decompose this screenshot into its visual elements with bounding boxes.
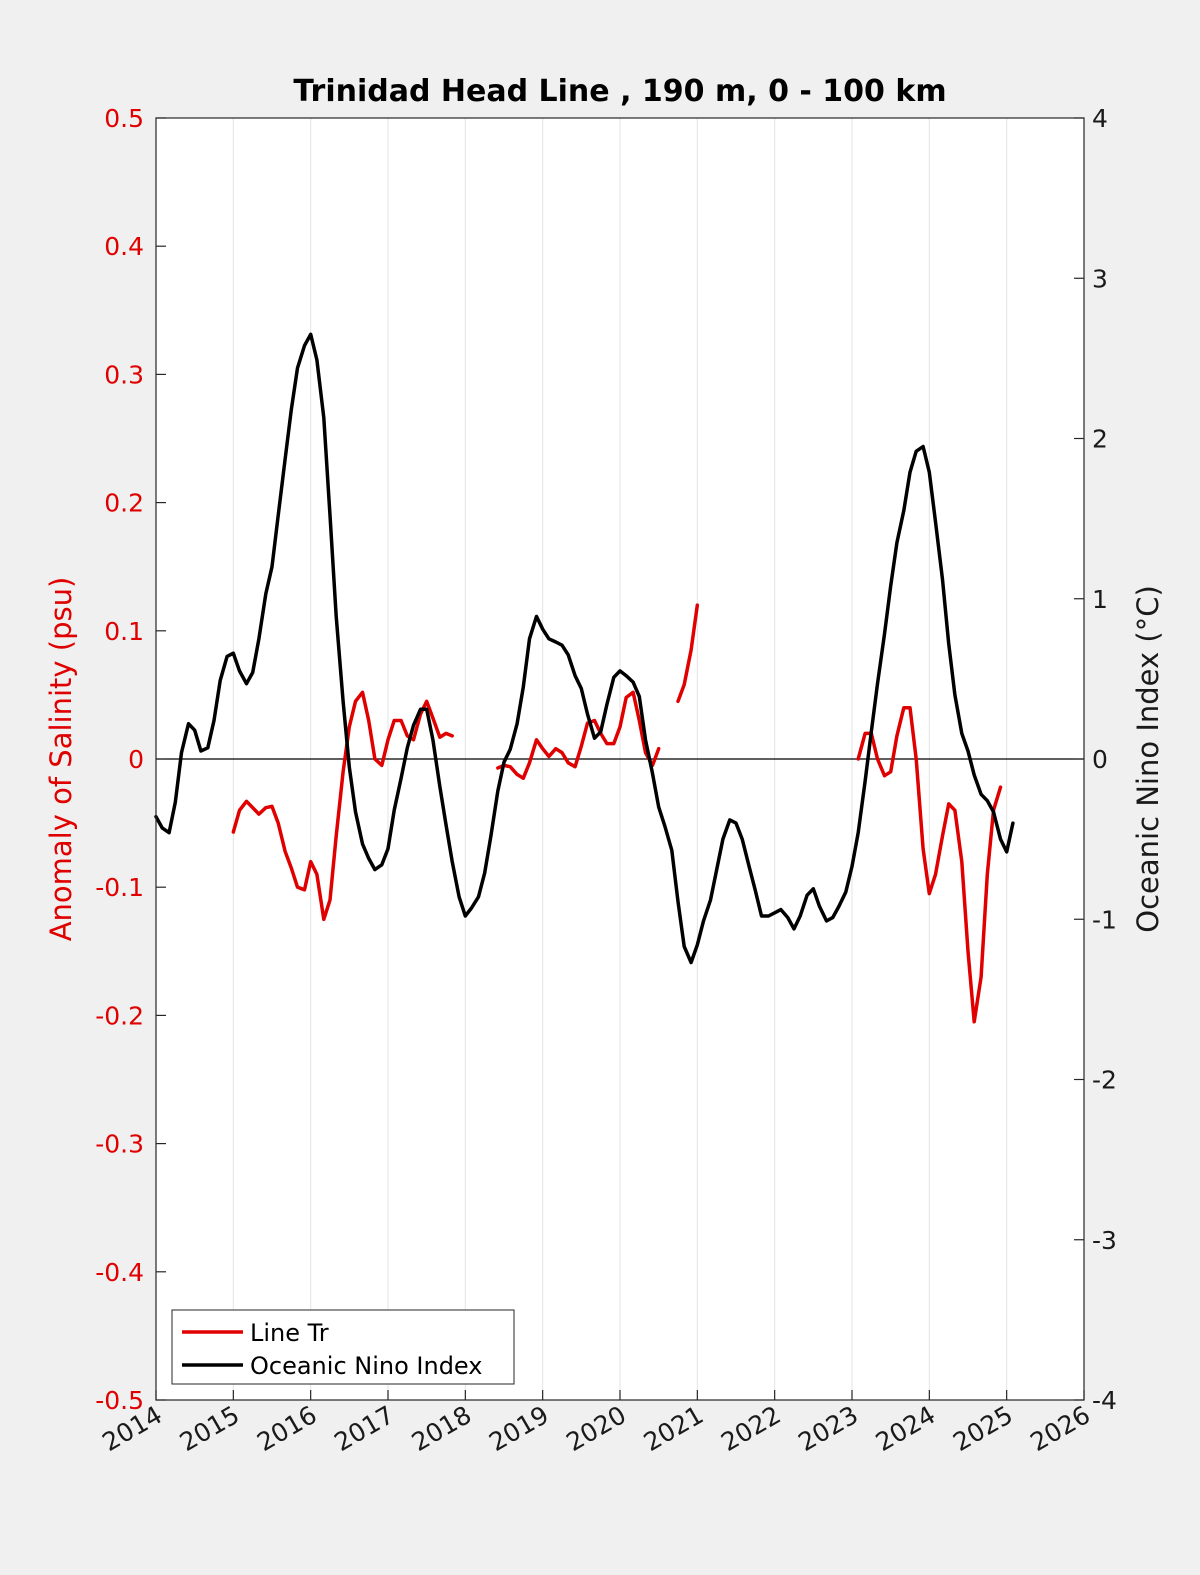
y-left-tick-label: -0.4 <box>95 1258 144 1287</box>
y-left-tick-label: 0.3 <box>104 360 144 389</box>
y-right-tick-label: 3 <box>1092 264 1108 293</box>
series-line-tr-segment-2 <box>676 603 700 704</box>
y-left-tick-label: -0.5 <box>95 1386 144 1415</box>
y-right-tick-label: -1 <box>1092 905 1117 934</box>
y-left-tick-label: 0 <box>128 745 144 774</box>
legend-label-line-tr: Line Tr <box>250 1319 329 1347</box>
y-left-tick-label: 0.2 <box>104 489 144 518</box>
legend-box <box>171 1309 515 1385</box>
legend-label-oni: Oceanic Nino Index <box>250 1352 482 1380</box>
y-right-tick-label: 4 <box>1092 104 1108 133</box>
y-right-tick-label: -2 <box>1092 1066 1117 1095</box>
series-oni-segment-0 <box>154 332 1015 965</box>
chart-title: Trinidad Head Line , 190 m, 0 - 100 km <box>293 74 946 109</box>
y-right-tick-label: 1 <box>1092 585 1108 614</box>
y-left-tick-label: -0.2 <box>95 1001 144 1030</box>
y-right-tick-label: 2 <box>1092 425 1108 454</box>
series-line-tr-segment-1 <box>496 690 661 780</box>
series-lines <box>154 332 1015 1024</box>
y-left-tick-label: 0.4 <box>104 232 144 261</box>
legend: Line Tr Oceanic Nino Index <box>171 1309 515 1385</box>
y-left-tick-label: -0.3 <box>95 1130 144 1159</box>
y-right-tick-label: -3 <box>1092 1226 1117 1255</box>
y-left-tick-label: 0.5 <box>104 104 144 133</box>
y-axis-right-label: Oceanic Nino Index (°C) <box>1131 585 1165 933</box>
y-left-tick-label: 0.1 <box>104 617 144 646</box>
series-line-tr-segment-3 <box>856 705 1003 1024</box>
y-axis-left-label: Anomaly of Salinity (psu) <box>44 577 78 942</box>
y-right-tick-label: -4 <box>1092 1386 1117 1415</box>
series-line-tr-segment-0 <box>231 690 454 922</box>
y-left-tick-label: -0.1 <box>95 873 144 902</box>
y-right-tick-label: 0 <box>1092 745 1108 774</box>
